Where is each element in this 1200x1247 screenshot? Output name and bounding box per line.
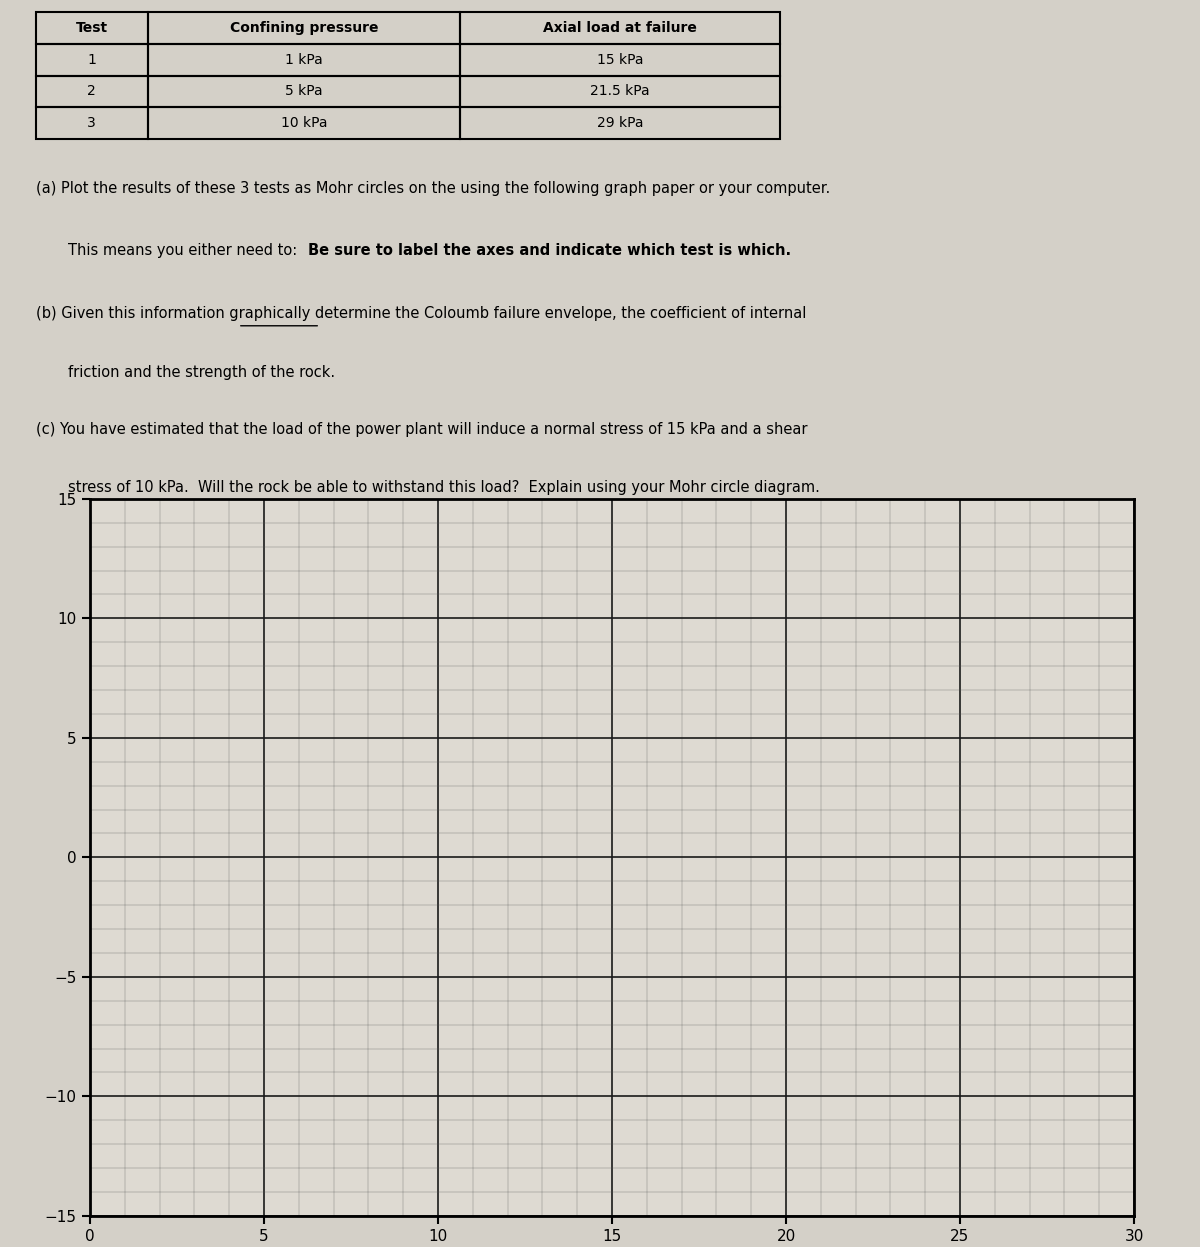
Bar xyxy=(460,107,780,138)
Bar xyxy=(460,76,780,107)
Text: 29 kPa: 29 kPa xyxy=(596,116,643,130)
Bar xyxy=(36,44,148,76)
Bar xyxy=(148,12,460,44)
Bar xyxy=(148,44,460,76)
Text: 15 kPa: 15 kPa xyxy=(596,52,643,67)
Text: (a) Plot the results of these 3 tests as Mohr circles on the using the following: (a) Plot the results of these 3 tests as… xyxy=(36,181,830,196)
Text: 5 kPa: 5 kPa xyxy=(286,85,323,99)
Bar xyxy=(36,12,148,44)
Bar xyxy=(36,107,148,138)
Text: friction and the strength of the rock.: friction and the strength of the rock. xyxy=(68,365,335,380)
Bar xyxy=(460,44,780,76)
Bar xyxy=(148,107,460,138)
Text: (b) Given this information graphically determine the Coloumb failure envelope, t: (b) Given this information graphically d… xyxy=(36,306,806,320)
Text: Axial load at failure: Axial load at failure xyxy=(544,21,697,35)
Text: 1 kPa: 1 kPa xyxy=(284,52,323,67)
Text: 2: 2 xyxy=(88,85,96,99)
Text: Be sure to label the axes and indicate which test is which.: Be sure to label the axes and indicate w… xyxy=(307,243,791,258)
Text: This means you either need to:: This means you either need to: xyxy=(68,243,307,258)
Text: 3: 3 xyxy=(88,116,96,130)
Bar xyxy=(148,76,460,107)
Text: 21.5 kPa: 21.5 kPa xyxy=(590,85,650,99)
Text: (c) You have estimated that the load of the power plant will induce a normal str: (c) You have estimated that the load of … xyxy=(36,423,808,438)
Text: Test: Test xyxy=(76,21,108,35)
Text: Confining pressure: Confining pressure xyxy=(229,21,378,35)
Text: stress of 10 kPa.  Will the rock be able to withstand this load?  Explain using : stress of 10 kPa. Will the rock be able … xyxy=(68,480,820,495)
Bar xyxy=(460,12,780,44)
Text: 10 kPa: 10 kPa xyxy=(281,116,328,130)
Text: 1: 1 xyxy=(88,52,96,67)
Bar xyxy=(36,76,148,107)
